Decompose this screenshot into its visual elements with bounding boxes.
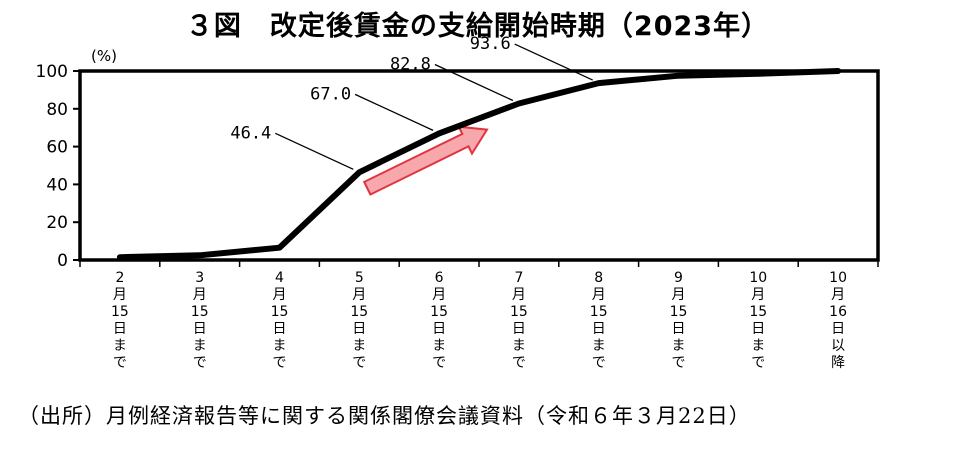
x-category-part: 15 <box>111 304 129 320</box>
x-category-part: で <box>672 355 686 371</box>
x-category-part: ま <box>592 338 606 354</box>
y-tick-label: 100 <box>36 62 68 82</box>
x-category-part: 月 <box>751 287 765 303</box>
data-label: 82.8 <box>390 55 514 102</box>
source-note: （出所）月例経済報告等に関する関係閣僚会議資料（令和６年３月22日） <box>18 404 751 428</box>
chart-title: ３図 改定後賃金の支給開始時期（2023年） <box>185 11 770 42</box>
x-category-part: 降 <box>831 355 845 371</box>
x-category-part: 月 <box>352 287 366 303</box>
x-category-part: 2 <box>115 270 124 286</box>
leader-line <box>354 93 434 131</box>
x-category-part: 日 <box>512 321 526 337</box>
x-category-part: で <box>273 355 287 371</box>
x-category-part: ま <box>751 338 765 354</box>
series-line <box>116 68 842 261</box>
x-category-part: 日 <box>193 321 207 337</box>
x-category-part: 以 <box>831 338 845 354</box>
y-tick-label: 60 <box>46 138 68 158</box>
leader-line <box>275 132 354 170</box>
x-category-part: 15 <box>271 304 289 320</box>
y-tick-label: 20 <box>46 213 68 233</box>
x-category-part: で <box>193 355 207 371</box>
x-category-part: 月 <box>512 287 526 303</box>
data-label-text: 67.0 <box>310 84 351 104</box>
x-category-part: ま <box>273 338 287 354</box>
x-category-part: で <box>512 355 526 371</box>
y-tick-label: 40 <box>46 175 68 195</box>
data-label-text: 93.6 <box>470 34 511 54</box>
x-category-part: 3 <box>195 270 204 286</box>
x-category-part: 6 <box>435 270 444 286</box>
x-category-part: で <box>352 355 366 371</box>
x-category-part: ま <box>512 338 526 354</box>
x-category-part: 月 <box>113 287 127 303</box>
x-category-part: 月 <box>831 287 845 303</box>
x-category-part: 日 <box>113 321 127 337</box>
x-category-part: 10 <box>829 270 847 286</box>
x-category-part: 日 <box>831 321 845 337</box>
x-category-part: 7 <box>514 270 523 286</box>
x-category-part: 日 <box>432 321 446 337</box>
x-category-part: 16 <box>829 304 847 320</box>
y-axis-unit: (%) <box>91 47 117 65</box>
x-category-part: 日 <box>352 321 366 337</box>
x-category-part: 15 <box>191 304 209 320</box>
trend-arrow <box>362 125 489 196</box>
x-category-part: 月 <box>592 287 606 303</box>
x-category-part: 月 <box>193 287 207 303</box>
x-category-part: 9 <box>674 270 683 286</box>
x-category-part: 月 <box>273 287 287 303</box>
x-category-part: 日 <box>592 321 606 337</box>
x-category-part: 15 <box>590 304 608 320</box>
x-category-part: で <box>751 355 765 371</box>
x-category-part: 15 <box>350 304 368 320</box>
y-tick-label: 80 <box>46 100 68 120</box>
x-category-part: 日 <box>273 321 287 337</box>
x-category-part: 月 <box>672 287 686 303</box>
plot-frame <box>78 69 880 262</box>
y-axis: 0 20 40 60 80 100 <box>36 62 80 271</box>
x-category-part: で <box>113 355 127 371</box>
y-tick-label: 0 <box>57 251 68 271</box>
x-category-part: 15 <box>670 304 688 320</box>
data-label: 93.6 <box>470 34 593 81</box>
x-category-part: 日 <box>672 321 686 337</box>
data-label: 46.4 <box>230 123 354 170</box>
x-category-part: ま <box>672 338 686 354</box>
x-category-part: ま <box>193 338 207 354</box>
data-label: 67.0 <box>310 84 434 131</box>
x-category-part: ま <box>432 338 446 354</box>
x-category-part: 4 <box>275 270 284 286</box>
x-category-part: ま <box>113 338 127 354</box>
data-label-text: 46.4 <box>230 123 271 143</box>
x-axis-categories: 2月15日まで3月15日まで4月15日まで5月15日まで6月15日まで7月15日… <box>79 260 879 371</box>
trend-arrow-shape <box>362 125 489 196</box>
x-category-part: で <box>592 355 606 371</box>
x-category-part: で <box>432 355 446 371</box>
x-category-part: 月 <box>432 287 446 303</box>
x-category-part: 日 <box>751 321 765 337</box>
x-category-part: 15 <box>749 304 767 320</box>
x-category-part: 10 <box>749 270 767 286</box>
x-category-part: 15 <box>510 304 528 320</box>
leader-line <box>514 43 593 81</box>
x-category-part: 15 <box>430 304 448 320</box>
x-category-part: 8 <box>594 270 603 286</box>
x-category-part: 5 <box>355 270 364 286</box>
x-category-part: ま <box>352 338 366 354</box>
